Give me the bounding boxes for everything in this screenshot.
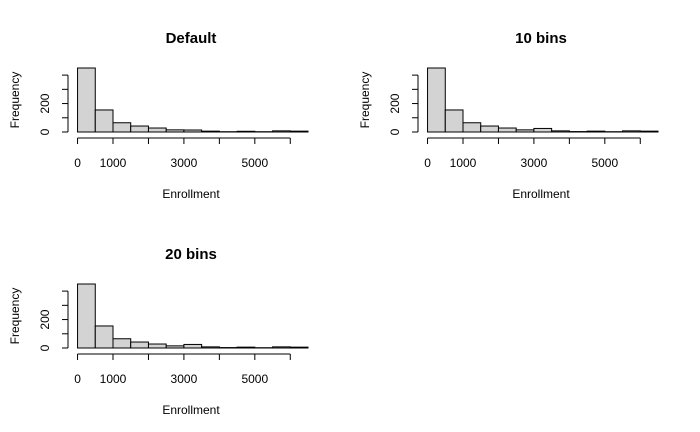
y-axis-label: Frequency [8, 288, 22, 345]
histogram-bar [94, 109, 114, 133]
histogram-bar [497, 127, 517, 133]
chart-title: 10 bins [515, 30, 567, 47]
x-tick-label: 1000 [100, 372, 127, 386]
x-tick-label: 1000 [100, 156, 127, 170]
chart-title: Default [166, 30, 217, 47]
x-axis-label: Enrollment [512, 187, 570, 201]
histogram-bar [165, 345, 185, 349]
chart-title: 20 bins [165, 246, 217, 263]
x-tick-label: 3000 [171, 372, 198, 386]
histogram-bar [289, 130, 309, 133]
histogram-bar [533, 127, 553, 133]
y-tick-label: 200 [38, 93, 52, 113]
y-tick-label: 0 [38, 128, 52, 135]
histogram-bar [586, 130, 606, 133]
x-axis-label: Enrollment [162, 403, 220, 417]
histogram-bar [77, 67, 96, 133]
histogram-bar [201, 130, 220, 133]
y-tick-label: 200 [388, 93, 402, 113]
histogram-bar [130, 125, 149, 133]
histogram-bar [112, 338, 132, 349]
histogram-bar [77, 283, 96, 349]
y-tick-label: 0 [38, 344, 52, 351]
histogram-bar [94, 325, 114, 349]
x-tick-label: 5000 [241, 156, 268, 170]
x-tick-label: 0 [74, 372, 81, 386]
histogram-bar [551, 130, 570, 133]
y-axis-label: Frequency [8, 72, 22, 129]
x-tick-label: 5000 [241, 372, 268, 386]
histogram-panel-3: 20 bins 0 1000 3000 5000 Enrollment 0 200 Freque… [8, 246, 309, 417]
histogram-bar [515, 129, 535, 133]
histogram-bar [480, 125, 499, 133]
histogram-bar [130, 341, 149, 349]
histogram-bar [201, 346, 220, 349]
histogram-bar [183, 129, 203, 133]
histogram-bar [236, 346, 256, 349]
x-tick-label: 3000 [521, 156, 548, 170]
histogram-bar [639, 130, 659, 133]
histogram-bar [289, 346, 309, 349]
histogram-bar [183, 343, 203, 349]
histogram-bar [427, 67, 446, 133]
x-tick-label: 0 [424, 156, 431, 170]
histogram-bar [462, 122, 482, 133]
histogram-bar [444, 109, 464, 133]
y-axis-label: Frequency [358, 72, 372, 129]
x-tick-label: 0 [74, 156, 81, 170]
histogram-bar [165, 129, 185, 133]
y-tick-label: 200 [38, 309, 52, 329]
x-tick-label: 5000 [591, 156, 618, 170]
histogram-bar [272, 346, 291, 349]
histogram-bar [272, 130, 291, 133]
x-tick-label: 3000 [171, 156, 198, 170]
histogram-bar [112, 122, 132, 133]
histogram-bar [147, 343, 167, 349]
x-axis-label: Enrollment [162, 187, 220, 201]
x-tick-label: 1000 [450, 156, 477, 170]
histogram-bar [147, 127, 167, 133]
histogram-panel-2: 10 bins 0 1000 3000 5000 Enrollment 0 200 Freque… [358, 30, 659, 201]
histogram-bar [622, 130, 641, 133]
histogram-panel-1: Default 0 1000 3000 5000 Enrollment 0 200 Freque… [8, 30, 309, 201]
y-tick-label: 0 [388, 128, 402, 135]
histogram-bar [236, 130, 256, 133]
